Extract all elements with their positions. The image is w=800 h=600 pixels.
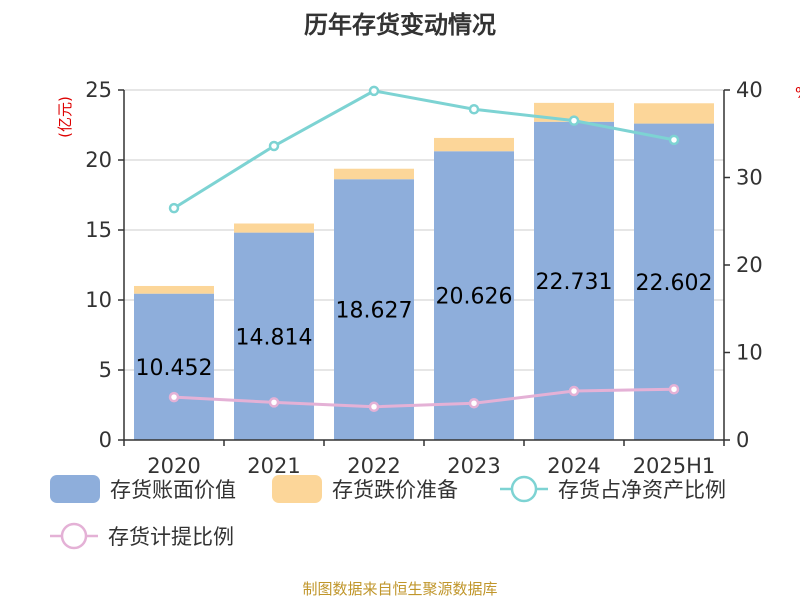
left-axis-unit: (亿元): [56, 96, 74, 138]
right-tick-label: 30: [736, 166, 763, 190]
line-point: [168, 202, 180, 214]
bar-impairment: [634, 103, 714, 124]
bar-value-label: 22.731: [536, 270, 613, 295]
line-point: [368, 401, 380, 412]
line-series: [173, 387, 675, 409]
bar-labels: 10.452 14.814 18.627 20.626 22.731 22.602: [136, 270, 713, 381]
lines: [168, 85, 680, 412]
line-point: [468, 104, 480, 115]
right-tick-label: 20: [736, 253, 763, 277]
line-point: [168, 391, 180, 403]
left-tick-label: 0: [99, 428, 112, 452]
bar-value-label: 14.814: [236, 325, 313, 350]
legend-swatch-marker: [510, 475, 538, 503]
axes: 0 5 10 15 20 25 0 10 20 30 40 2020 2021 2022 2023 2024 2…: [85, 78, 762, 478]
legend-label: 存货占净资产比例: [558, 478, 726, 502]
line-point: [368, 85, 380, 97]
left-tick-label: 15: [85, 218, 112, 242]
legend-label: 存货跌价准备: [332, 478, 458, 502]
bar-book-value: [334, 179, 414, 441]
legend-swatch-marker: [60, 522, 88, 550]
right-tick-label: 10: [736, 341, 763, 365]
right-axis-unit: %: [795, 84, 800, 102]
x-tick-label: 2025H1: [633, 454, 716, 478]
source-footer: 制图数据来自恒生聚源数据库: [302, 580, 497, 598]
x-tick-label: 2020: [147, 454, 200, 478]
bar-value-label: 20.626: [436, 285, 513, 310]
line-point: [268, 140, 280, 152]
bar-impairment: [434, 137, 514, 152]
line-point: [568, 385, 580, 397]
legend-swatch: [50, 475, 100, 503]
bar-value-label: 22.602: [636, 271, 713, 296]
line-point: [568, 115, 580, 126]
legend-label: 存货账面价值: [110, 478, 236, 502]
x-tick-label: 2021: [247, 454, 300, 478]
x-tick-label: 2022: [347, 454, 400, 478]
left-tick-label: 20: [85, 148, 112, 172]
bar-impairment: [334, 168, 414, 180]
x-tick-label: 2024: [547, 454, 600, 478]
bar-book-value: [434, 151, 514, 440]
legend-swatch: [272, 475, 322, 503]
right-tick-label: 40: [736, 78, 763, 102]
line-point: [668, 134, 680, 146]
line-point: [268, 397, 280, 408]
left-tick-label: 5: [99, 358, 112, 382]
bar-value-label: 18.627: [336, 299, 413, 324]
right-tick-label: 0: [736, 428, 749, 452]
line-series: [173, 89, 675, 210]
left-tick-label: 10: [85, 288, 112, 312]
line-point: [468, 398, 480, 409]
x-tick-label: 2023: [447, 454, 500, 478]
chart-title: 历年存货变动情况: [304, 11, 496, 39]
bar-book-value: [134, 293, 214, 440]
bar-value-label: 10.452: [136, 356, 213, 381]
line-point: [668, 384, 680, 395]
legend-label: 存货计提比例: [108, 525, 234, 549]
bar-impairment: [234, 223, 314, 233]
bar-impairment: [134, 285, 214, 294]
left-tick-label: 25: [85, 78, 112, 102]
